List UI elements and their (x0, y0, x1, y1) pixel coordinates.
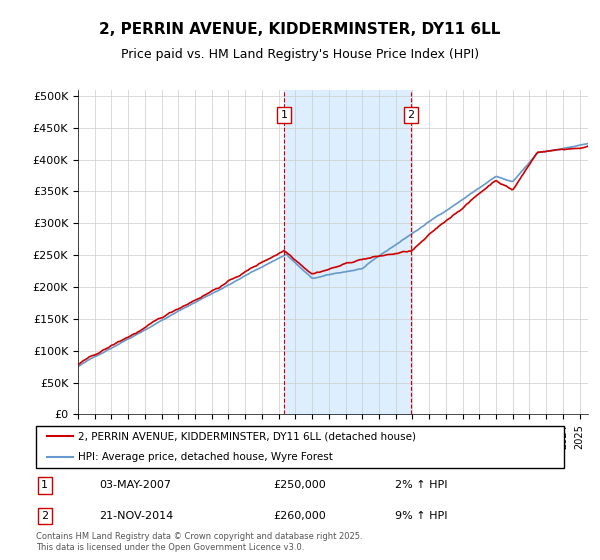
Text: 9% ↑ HPI: 9% ↑ HPI (395, 511, 448, 521)
Text: 1: 1 (41, 480, 48, 490)
Text: 2, PERRIN AVENUE, KIDDERMINSTER, DY11 6LL (detached house): 2, PERRIN AVENUE, KIDDERMINSTER, DY11 6L… (78, 431, 416, 441)
Text: 1: 1 (281, 110, 287, 120)
Text: Contains HM Land Registry data © Crown copyright and database right 2025.
This d: Contains HM Land Registry data © Crown c… (36, 532, 362, 552)
Text: Price paid vs. HM Land Registry's House Price Index (HPI): Price paid vs. HM Land Registry's House … (121, 48, 479, 60)
Text: 21-NOV-2014: 21-NOV-2014 (100, 511, 173, 521)
Text: 03-MAY-2007: 03-MAY-2007 (100, 480, 172, 490)
Text: £260,000: £260,000 (274, 511, 326, 521)
Text: HPI: Average price, detached house, Wyre Forest: HPI: Average price, detached house, Wyre… (78, 452, 333, 462)
Text: 2: 2 (407, 110, 415, 120)
Text: £250,000: £250,000 (274, 480, 326, 490)
Text: 2, PERRIN AVENUE, KIDDERMINSTER, DY11 6LL: 2, PERRIN AVENUE, KIDDERMINSTER, DY11 6L… (100, 22, 500, 38)
Text: 2: 2 (41, 511, 49, 521)
FancyBboxPatch shape (36, 426, 564, 468)
Text: 2% ↑ HPI: 2% ↑ HPI (395, 480, 448, 490)
